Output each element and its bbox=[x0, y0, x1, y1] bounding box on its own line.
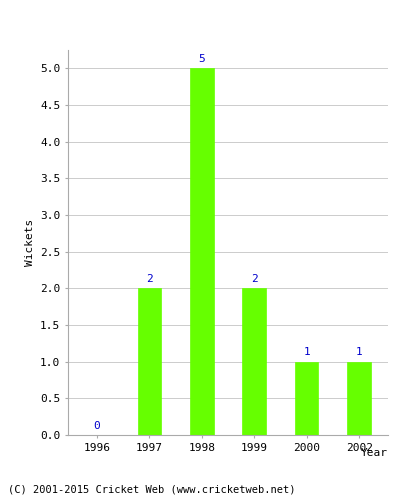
Bar bbox=[190, 68, 214, 435]
Bar bbox=[138, 288, 161, 435]
Bar bbox=[242, 288, 266, 435]
Text: (C) 2001-2015 Cricket Web (www.cricketweb.net): (C) 2001-2015 Cricket Web (www.cricketwe… bbox=[8, 485, 296, 495]
Text: 0: 0 bbox=[94, 420, 100, 430]
Bar bbox=[295, 362, 318, 435]
Bar bbox=[347, 362, 371, 435]
Y-axis label: Wickets: Wickets bbox=[24, 219, 34, 266]
Text: 2: 2 bbox=[251, 274, 258, 284]
Text: 1: 1 bbox=[303, 348, 310, 358]
Text: 5: 5 bbox=[198, 54, 205, 64]
Text: 2: 2 bbox=[146, 274, 153, 284]
Text: 1: 1 bbox=[356, 348, 362, 358]
Text: Year: Year bbox=[361, 448, 388, 458]
